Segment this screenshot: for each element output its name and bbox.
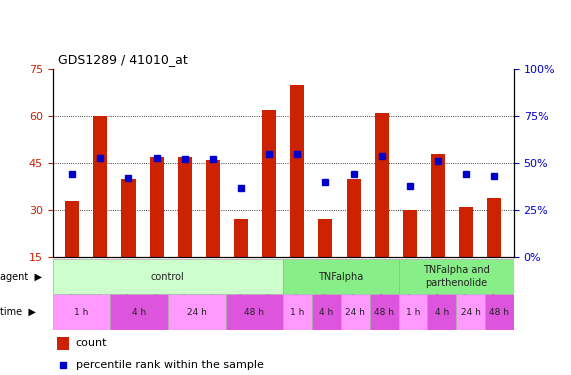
Bar — [456, 294, 485, 330]
Bar — [150, 157, 164, 257]
Text: 24 h: 24 h — [461, 308, 481, 316]
Text: TNFalpha: TNFalpha — [318, 272, 364, 282]
Text: 1 h: 1 h — [291, 308, 305, 316]
Bar — [459, 207, 473, 257]
Text: 48 h: 48 h — [374, 308, 394, 316]
Bar — [283, 294, 312, 330]
Text: 4 h: 4 h — [319, 308, 333, 316]
Bar — [53, 294, 110, 330]
Bar — [487, 198, 501, 257]
Bar — [122, 179, 135, 257]
Bar — [290, 85, 304, 257]
Bar — [485, 294, 514, 330]
Bar — [403, 210, 417, 257]
Text: control: control — [151, 272, 185, 282]
Bar — [312, 294, 341, 330]
Bar — [347, 179, 360, 257]
Bar — [427, 294, 456, 330]
Bar — [262, 110, 276, 257]
Bar — [168, 294, 226, 330]
Bar — [399, 259, 514, 294]
Bar — [93, 116, 107, 257]
Text: TNFalpha and
parthenolide: TNFalpha and parthenolide — [423, 266, 489, 288]
Text: 48 h: 48 h — [489, 308, 509, 316]
Bar — [319, 219, 332, 257]
Text: 24 h: 24 h — [187, 308, 207, 316]
Bar — [234, 219, 248, 257]
Text: GDS1289 / 41010_at: GDS1289 / 41010_at — [58, 53, 188, 66]
Bar — [283, 259, 399, 294]
Text: count: count — [75, 339, 107, 348]
Text: time  ▶: time ▶ — [0, 307, 36, 317]
Text: 48 h: 48 h — [244, 308, 264, 316]
Text: 4 h: 4 h — [435, 308, 449, 316]
Text: 1 h: 1 h — [74, 308, 89, 316]
Bar — [178, 157, 192, 257]
Text: percentile rank within the sample: percentile rank within the sample — [75, 360, 263, 370]
Bar — [226, 294, 283, 330]
Bar — [206, 160, 220, 257]
Bar — [431, 154, 445, 257]
Text: 4 h: 4 h — [132, 308, 146, 316]
Bar — [110, 294, 168, 330]
Bar — [65, 201, 79, 257]
Text: agent  ▶: agent ▶ — [0, 272, 42, 282]
Text: 1 h: 1 h — [406, 308, 420, 316]
Bar — [399, 294, 427, 330]
Bar — [57, 337, 69, 350]
Bar — [375, 113, 389, 257]
Bar — [53, 259, 283, 294]
Bar — [370, 294, 399, 330]
Bar — [341, 294, 370, 330]
Text: 24 h: 24 h — [345, 308, 365, 316]
